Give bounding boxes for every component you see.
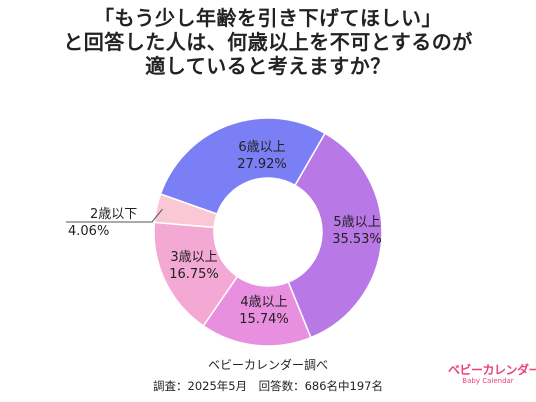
slice-label-1: 5歳以上 [333, 215, 380, 230]
slice-label-2: 4歳以上 [240, 295, 287, 310]
slice-5 [159, 117, 327, 215]
leader-line [66, 208, 163, 223]
slice-label-3: 3歳以上 [170, 250, 217, 265]
logo-subtext: Baby Calendar [462, 377, 514, 385]
slice-1 [287, 132, 383, 339]
title-line-2: と回答した人は、何歳以上を不可とするのが [63, 30, 473, 54]
slice-label-5: 6歳以上 [238, 140, 285, 155]
slice-value-1: 35.53% [332, 232, 382, 247]
brand-logo: ベビーカレンダー Baby Calendar [448, 361, 536, 385]
title-line-3: 適していると考えますか？ [145, 54, 391, 78]
source-label: ベビーカレンダー調べ [207, 358, 328, 372]
slice-value-3: 16.75% [169, 267, 219, 282]
survey-info: 調査：2025年5月 回答数：686名中197名 [153, 379, 383, 393]
slice-value-4: 4.06% [68, 224, 109, 239]
slice-value-2: 15.74% [239, 312, 289, 327]
title-line-1: 「もう少し年齢を引き下げてほしい」 [94, 6, 442, 30]
logo-wordmark: ベビーカレンダー [448, 363, 536, 377]
chart-title: 「もう少し年齢を引き下げてほしい」 と回答した人は、何歳以上を不可とするのが 適… [0, 6, 536, 78]
slice-label-4: 2歳以下 [90, 207, 137, 222]
slice-value-5: 27.92% [237, 157, 287, 172]
